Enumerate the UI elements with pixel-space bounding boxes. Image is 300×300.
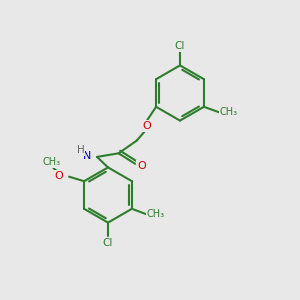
Text: N: N <box>83 151 92 161</box>
Text: H: H <box>76 145 84 155</box>
Text: CH₃: CH₃ <box>43 157 61 167</box>
Text: Cl: Cl <box>175 41 185 51</box>
Text: O: O <box>137 161 146 171</box>
Text: CH₃: CH₃ <box>219 107 238 117</box>
Text: Cl: Cl <box>103 238 113 248</box>
Text: O: O <box>54 171 63 181</box>
Text: CH₃: CH₃ <box>147 209 165 219</box>
Text: O: O <box>142 121 151 131</box>
